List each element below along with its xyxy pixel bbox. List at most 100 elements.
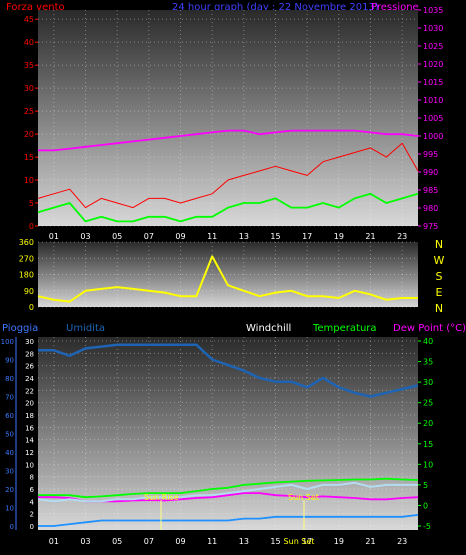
- humidity-tick-label: 4: [30, 498, 35, 506]
- wind-tick-label: 30: [24, 84, 34, 93]
- temperature-tick-label: 35: [423, 358, 433, 367]
- wind-tick-label: 20: [24, 130, 34, 139]
- pressure-axis: 975 980 985 990 995 1000 1005 1010 1015 1020 1025 1…: [418, 6, 443, 231]
- temperature-line: [38, 477, 419, 499]
- wind-tick-label: 0: [29, 222, 34, 231]
- humidity-line: [38, 343, 419, 398]
- rain-tick-label: 50: [5, 431, 14, 439]
- sunrise-label: Sun Rise: [144, 493, 179, 502]
- pressure-tick-label: 985: [423, 186, 438, 195]
- pressure-tick-label: 1030: [423, 24, 443, 33]
- hour-tick-label: 15: [270, 537, 280, 546]
- sunset-axis-label: Sun Set: [284, 537, 315, 546]
- wind-tick-label: 25: [24, 107, 34, 116]
- hour-tick-label: 05: [112, 537, 122, 546]
- humidity-tick-label: 24: [25, 375, 34, 383]
- direction-tick-label: 360: [19, 238, 34, 247]
- humidity-tick-label: 30: [25, 338, 34, 346]
- hour-tick-label: 23: [397, 232, 407, 241]
- hour-tick-label: 11: [207, 537, 217, 546]
- hour-tick-label: 09: [175, 232, 185, 241]
- hour-tick-label: 23: [397, 537, 407, 546]
- rain-tick-label: 20: [5, 486, 14, 494]
- temperature-tick-label: 5: [423, 481, 428, 490]
- temperature-tick-label: 30: [423, 378, 433, 387]
- direction-tick-label: 270: [19, 254, 34, 263]
- pressure-tick-label: 975: [423, 222, 438, 231]
- rain-tick-label: 40: [5, 449, 14, 457]
- hour-tick-label: 03: [80, 232, 90, 241]
- wind-average-line: [37, 192, 419, 223]
- pressure-tick-label: 1010: [423, 96, 443, 105]
- windchill-line: [37, 481, 418, 503]
- humidity-tick-label: 8: [30, 474, 34, 482]
- legend-humidity: Umidita: [66, 323, 105, 334]
- hour-tick-label: 15: [270, 232, 280, 241]
- pressure-tick-label: 1035: [423, 6, 443, 15]
- rain-tick-label: 80: [5, 375, 14, 383]
- wind-tick-label: 45: [24, 15, 34, 24]
- temperature-tick-label: 25: [423, 399, 433, 408]
- humidity-tick-label: 22: [25, 387, 34, 395]
- compass-label: N: [435, 238, 443, 251]
- direction-tick-label: 0: [29, 303, 34, 312]
- hour-tick-label: 07: [144, 232, 154, 241]
- hour-tick-label: 01: [49, 232, 59, 241]
- humidity-tick-label: 0: [30, 523, 34, 531]
- legend-dewpoint: Dew Point (°C): [393, 323, 466, 334]
- pressure-tick-label: 990: [423, 168, 438, 177]
- panel-direction-series: [37, 255, 418, 303]
- direction-tick-label: 180: [19, 271, 34, 280]
- wind-direction-line: [37, 255, 418, 303]
- hour-tick-label: 05: [112, 232, 122, 241]
- panel-wind-background: [38, 10, 418, 226]
- humidity-tick-label: 6: [30, 486, 35, 494]
- humidity-tick-label: 10: [25, 461, 34, 469]
- sunset-label: Sun Set: [288, 493, 319, 502]
- pressure-tick-label: 980: [423, 204, 438, 213]
- sun-markers: Sun Rise Sun Set: [144, 493, 319, 530]
- compass-label: N: [435, 302, 443, 315]
- humidity-tick-label: 2: [30, 511, 34, 519]
- panel-direction-background: [38, 242, 418, 307]
- hour-tick-label: 17: [302, 232, 312, 241]
- pressure-tick-label: 1005: [423, 114, 443, 123]
- direction-axis: 0 90 180 270 360: [19, 238, 34, 312]
- temperature-axis: -5 0 5 10 15 20 25 30 35 40: [418, 337, 433, 531]
- rain-tick-label: 10: [5, 505, 14, 513]
- rain-tick-label: 90: [5, 357, 14, 365]
- hour-tick-label: 19: [334, 232, 344, 241]
- humidity-tick-label: 12: [25, 449, 34, 457]
- wind-tick-label: 15: [24, 153, 34, 162]
- panel-wind-grid: [38, 10, 418, 227]
- compass-label: E: [436, 286, 443, 299]
- hour-tick-label: 13: [239, 232, 249, 241]
- humidity-tick-label: 18: [25, 412, 34, 420]
- panel-wind-series: [37, 129, 419, 223]
- panel-temperature-x-axis: 01 03 05 07 09 11 13 15 17 19 21 23 Sun Set: [49, 537, 408, 546]
- wind-tick-label: 40: [24, 38, 34, 47]
- temperature-tick-label: 40: [423, 337, 433, 346]
- rain-tick-label: 60: [5, 412, 14, 420]
- chart-title: 24 hour graph (day : 22 Novembre 2013): [172, 2, 379, 13]
- humidity-tick-label: 26: [25, 363, 34, 371]
- wind-strength-label: Forza vento: [6, 2, 65, 13]
- legend-temperature: Temperatura: [312, 323, 377, 334]
- pressure-tick-label: 1000: [423, 132, 443, 141]
- humidity-tick-label: 20: [25, 400, 34, 408]
- rain-tick-label: 0: [10, 523, 14, 531]
- pressure-tick-label: 1015: [423, 78, 443, 87]
- panel-temperature-series: [37, 343, 419, 527]
- rain-tick-label: 70: [5, 394, 14, 402]
- humidity-tick-label: 28: [25, 350, 34, 358]
- wind-tick-label: 5: [29, 199, 34, 208]
- hour-tick-label: 21: [365, 537, 375, 546]
- wind-axis: 0 5 10 15 20 25 30 35 40 45: [24, 15, 38, 231]
- hour-tick-label: 11: [207, 232, 217, 241]
